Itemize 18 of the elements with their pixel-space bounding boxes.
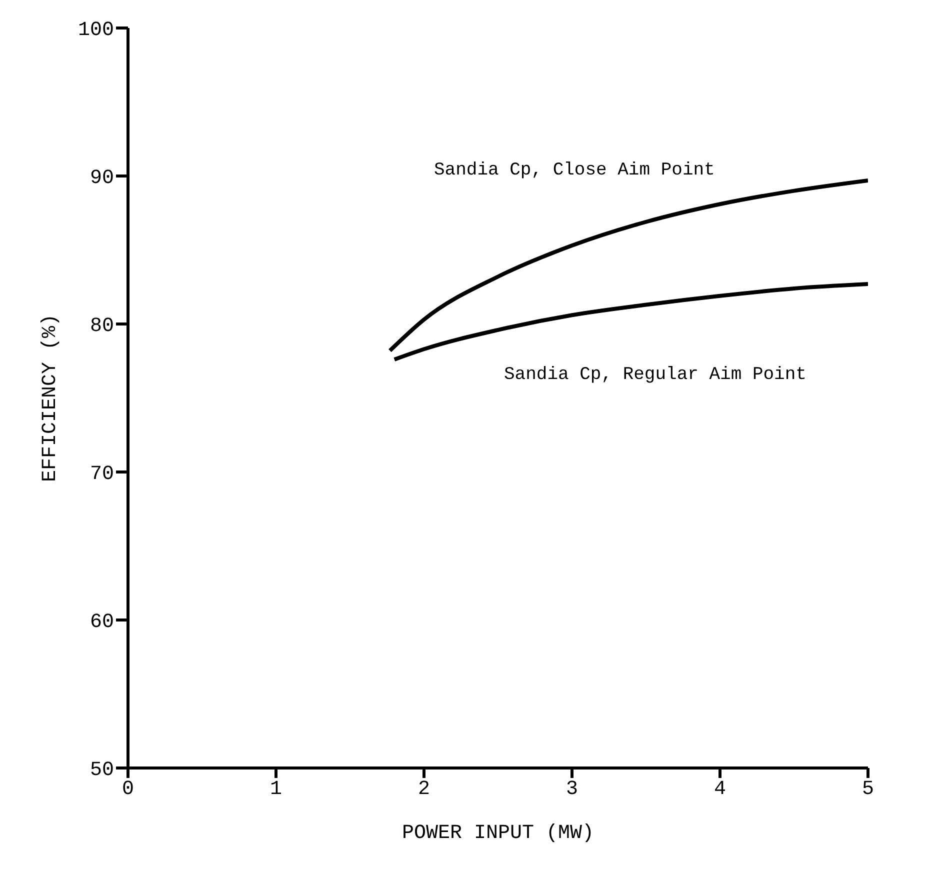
- y-tick-label: 80: [90, 315, 114, 338]
- x-tick-label: 3: [566, 778, 578, 802]
- y-tick-label: 70: [90, 463, 114, 486]
- y-tick-label: 50: [90, 759, 114, 782]
- line-series: [392, 282, 868, 362]
- x-tick-label: 2: [418, 778, 430, 802]
- x-tick-label: 5: [862, 778, 874, 802]
- x-tick-label: 1: [270, 778, 282, 802]
- x-axis-title: POWER INPUT (MW): [402, 822, 594, 845]
- y-tick-label: 60: [90, 611, 114, 634]
- y-tick-label: 90: [90, 167, 114, 190]
- x-tick-label: 0: [122, 778, 134, 802]
- line-series: [388, 178, 868, 353]
- series-label: Sandia Cp, Regular Aim Point: [504, 365, 806, 386]
- series-label: Sandia Cp, Close Aim Point: [434, 160, 715, 181]
- x-tick-label: 4: [714, 778, 726, 802]
- y-tick-label: 100: [78, 19, 114, 42]
- y-axis-title: EFFICIENCY (%): [39, 314, 62, 482]
